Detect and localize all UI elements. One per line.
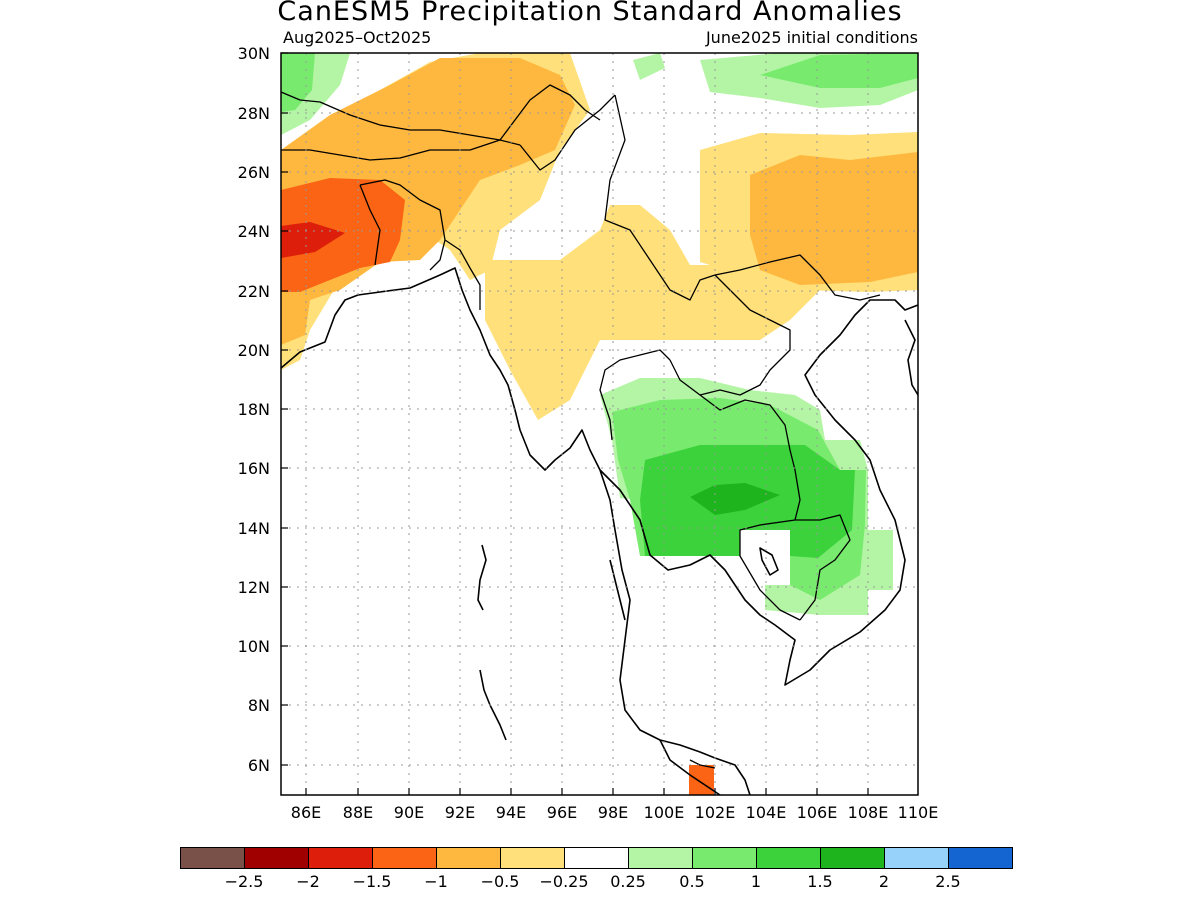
colorbar-swatch — [500, 847, 565, 869]
lat-label: 30N — [237, 44, 270, 63]
colorbar-swatch — [820, 847, 885, 869]
lat-label: 26N — [237, 163, 270, 182]
dry-spot-malaysia — [689, 765, 714, 795]
colorbar-swatch — [436, 847, 501, 869]
lon-label: 110E — [897, 803, 939, 822]
thailand-malaysia-border — [689, 759, 716, 769]
lon-label: 92E — [444, 803, 476, 822]
malay-peninsula-coast — [659, 739, 721, 795]
colorbar-label: −0.25 — [539, 872, 589, 891]
colorbar-swatch — [244, 847, 309, 869]
bangladesh-west-border — [359, 184, 381, 266]
anomaly-fill — [281, 53, 918, 795]
cambodia-border — [739, 519, 801, 621]
axis-ticks — [281, 52, 869, 795]
lat-label: 12N — [237, 578, 270, 597]
plot-frame — [280, 52, 919, 796]
colorbar-swatch — [948, 847, 1013, 869]
lat-label: 22N — [237, 282, 270, 301]
strong-dry-bengal — [281, 178, 405, 292]
colorbar-swatch — [756, 847, 821, 869]
colorbar-label: 0.25 — [610, 872, 646, 891]
colorbar-label: 1.5 — [807, 872, 833, 891]
myanmar-west-border — [444, 239, 481, 310]
cambodia-vietnam-border — [795, 514, 851, 621]
lat-label: 14N — [237, 519, 270, 538]
lat-label: 24N — [237, 222, 270, 241]
colorbar-swatch — [308, 847, 373, 869]
lat-label: 16N — [237, 459, 270, 478]
andaman-islands — [477, 544, 487, 611]
myanmar-north-border — [519, 94, 616, 171]
wet-patch-north — [633, 53, 665, 80]
lon-label: 98E — [597, 803, 629, 822]
lat-label: 8N — [247, 696, 270, 715]
moderate-dry-northwest — [281, 58, 575, 345]
colorbar-swatch — [628, 847, 693, 869]
lat-label: 28N — [237, 104, 270, 123]
lon-label: 88E — [342, 803, 374, 822]
india-nepal-border — [281, 91, 521, 146]
colorbar-label: −1 — [424, 872, 448, 891]
initial-conditions: June2025 initial conditions — [705, 28, 918, 47]
bangladesh-border — [359, 179, 446, 271]
lon-label: 106E — [796, 803, 838, 822]
moderate-wet-northeast — [760, 53, 918, 88]
lon-label: 90E — [393, 803, 425, 822]
colorbar-label: −1.5 — [352, 872, 392, 891]
map-title: CanESM5 Precipitation Standard Anomalies — [277, 0, 903, 27]
tonle-sap — [759, 547, 779, 576]
dry-band-myanmar — [485, 205, 820, 420]
vietnam-north-coast — [904, 319, 918, 396]
colorbar-swatch — [692, 847, 757, 869]
lon-label: 108E — [847, 803, 889, 822]
moderate-dry-northeast — [750, 152, 918, 285]
lat-label: 18N — [237, 400, 270, 419]
colorbar-label: 2 — [878, 872, 890, 891]
colorbar-label: −0.5 — [480, 872, 520, 891]
very-strong-wet-indochina — [690, 483, 780, 515]
gulf-of-thailand-coast — [599, 299, 918, 686]
lon-label: 100E — [643, 803, 685, 822]
lon-label: 96E — [546, 803, 578, 822]
colorbar-swatch — [372, 847, 437, 869]
colorbar-label: −2.5 — [224, 872, 264, 891]
myeik-archipelago — [609, 559, 626, 621]
country-borders — [281, 84, 881, 769]
colorbar-label: 1 — [750, 872, 762, 891]
colorbar-swatch — [180, 847, 245, 869]
china-vietnam-border — [714, 254, 881, 301]
lon-label: 86E — [290, 803, 322, 822]
lat-label: 6N — [247, 756, 270, 775]
lon-label: 102E — [694, 803, 736, 822]
lat-label: 20N — [237, 341, 270, 360]
forecast-period: Aug2025–Oct2025 — [283, 28, 432, 47]
lon-label: 94E — [495, 803, 527, 822]
colorbar-swatch — [884, 847, 949, 869]
colorbar-label: 0.5 — [679, 872, 705, 891]
nicobar-islands — [479, 669, 507, 741]
lat-label: 10N — [237, 637, 270, 656]
colorbar-label: −2 — [296, 872, 320, 891]
lon-label: 104E — [745, 803, 787, 822]
himalaya-border — [281, 84, 601, 161]
myanmar-east-border — [604, 94, 716, 301]
bay-of-bengal-coast — [281, 267, 751, 795]
colorbar-swatch — [564, 847, 629, 869]
moderate-wet-northwest — [281, 53, 315, 112]
thailand-laos-border — [699, 394, 801, 521]
colorbar-label: 2.5 — [935, 872, 961, 891]
